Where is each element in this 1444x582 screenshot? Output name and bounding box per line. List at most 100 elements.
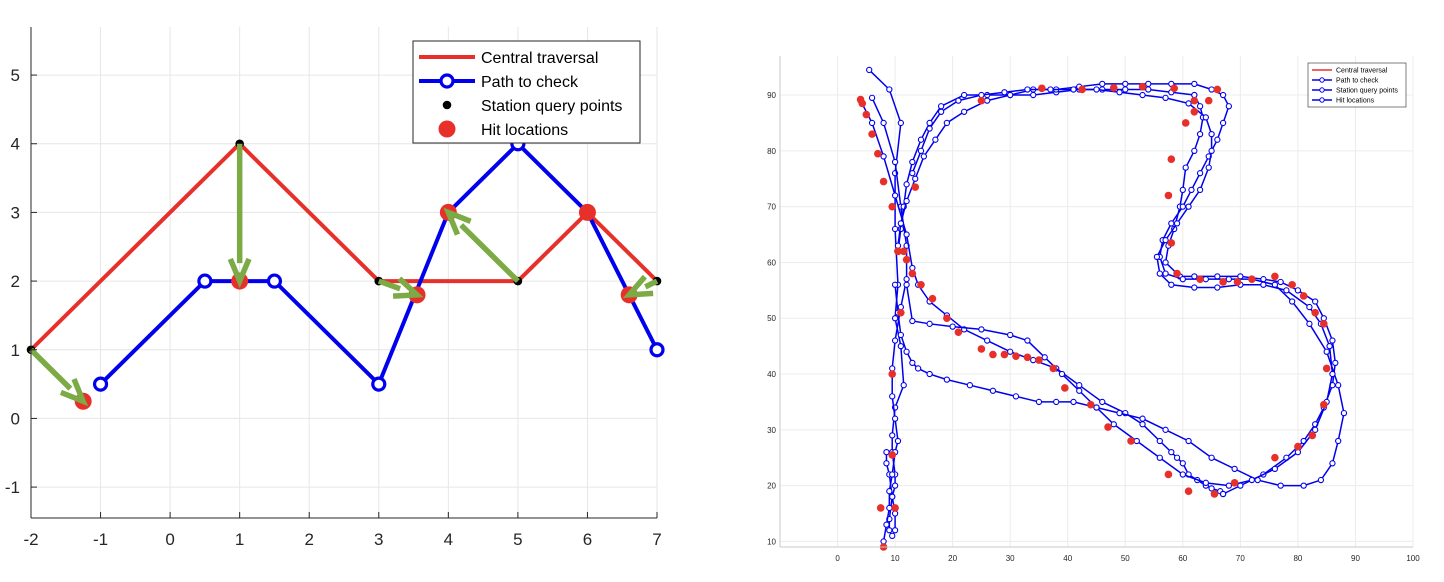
y-tick-label: 60 (767, 258, 776, 267)
hit-location-marker (1167, 155, 1176, 164)
x-tick-label: 20 (948, 554, 957, 563)
path-vertex-marker (891, 225, 899, 233)
legend-swatch-marker (1319, 77, 1325, 83)
y-tick-label: 20 (767, 482, 776, 491)
path-vertex-marker (1007, 331, 1014, 339)
x-tick-label: 70 (1236, 554, 1245, 563)
path-vertex-marker (900, 382, 907, 389)
x-tick-label: 80 (1293, 554, 1302, 563)
x-tick-label: 2 (304, 530, 313, 549)
path-vertex-marker (1208, 454, 1215, 461)
path-vertex-marker (926, 370, 933, 378)
hit-location-marker (917, 280, 925, 289)
hit-location-marker (1170, 84, 1178, 93)
hit-location-marker (1308, 431, 1317, 440)
path-vertex-marker (903, 197, 910, 205)
hit-location-marker (1012, 352, 1020, 360)
hit-location-marker (1038, 84, 1046, 93)
path-vertex-marker (1156, 454, 1163, 461)
y-tick-label: 3 (11, 203, 20, 222)
path-vertex-marker (1329, 460, 1336, 467)
hit-location-marker (876, 504, 885, 512)
hit-location-marker (943, 314, 951, 323)
hit-location-marker (1219, 278, 1227, 286)
left-chart: -2 -1 0 1 2 3 4 5 6 7 -1 0 1 2 3 4 5 Central traversal Pa… (5, 27, 665, 549)
hit-location-marker (908, 269, 917, 278)
hit-location-marker (862, 110, 871, 119)
hit-location-marker (954, 328, 963, 336)
path-vertex-marker (1185, 203, 1192, 210)
path-vertex-marker (903, 281, 910, 288)
legend-swatch-marker (1319, 97, 1325, 103)
x-tick-label: 0 (835, 554, 840, 563)
arrow-head (443, 207, 472, 236)
hit-location-marker (1138, 82, 1147, 91)
hit-location-marker (874, 149, 882, 158)
path-vertex-marker (92, 376, 109, 392)
path-vertex-marker (266, 273, 283, 289)
path-vertex-marker (1225, 482, 1233, 489)
path-vertex-marker (1168, 448, 1175, 456)
path-vertex-marker (1110, 421, 1117, 428)
path-vertex-marker (1030, 91, 1037, 99)
path-vertex-marker (1289, 298, 1296, 305)
hit-location-marker (1164, 191, 1173, 200)
y-tick-label: 10 (767, 537, 776, 546)
left-axes: -2 -1 0 1 2 3 4 5 6 7 -1 0 1 2 3 4 5 (5, 27, 662, 549)
path-vertex-marker (886, 504, 893, 512)
path-vertex-marker (1202, 479, 1209, 486)
path-vertex-marker (1153, 253, 1161, 261)
hit-location-marker (911, 183, 920, 191)
path-vertex-marker (1070, 398, 1077, 406)
x-tick-label: 60 (1178, 554, 1187, 563)
path-vertex-marker (1340, 409, 1348, 417)
hit-location-marker (899, 247, 908, 256)
hit-location-marker (1000, 350, 1009, 359)
path-vertex-marker (1173, 220, 1181, 227)
legend-label: Station query points (1336, 88, 1398, 95)
path-vertex-marker (1326, 342, 1333, 350)
path-vertex-marker (960, 108, 968, 115)
path-vertex-marker (1145, 86, 1152, 93)
path-vertex-marker (1208, 147, 1215, 155)
hit-location-marker (1196, 275, 1204, 283)
path-vertex-marker (1196, 186, 1204, 194)
path-vertex-marker (1179, 471, 1186, 478)
hit-location-marker (977, 345, 986, 353)
arrow-head (622, 274, 654, 298)
path-vertex-marker (1208, 130, 1215, 138)
path-vertex-marker (909, 359, 916, 367)
hit-location-marker (1322, 364, 1331, 373)
path-vertex-marker (1335, 382, 1342, 389)
y-tick-label: 90 (767, 91, 776, 100)
hit-location-marker (868, 130, 876, 138)
path-vertex-marker (955, 97, 962, 104)
path-vertex-marker (1306, 303, 1313, 311)
hit-location-marker (1213, 85, 1222, 94)
path-vertex-marker (886, 527, 893, 534)
x-tick-label: 6 (583, 530, 592, 549)
x-tick-label: 100 (1406, 554, 1420, 563)
path-vertex-marker (903, 276, 910, 283)
path-vertex-marker (1196, 103, 1204, 110)
path-vertex-marker (883, 521, 890, 528)
path-vertex-marker (912, 175, 919, 182)
path-vertex-marker (914, 365, 922, 372)
hit-location-marker (1164, 470, 1173, 479)
path-vertex-marker (1116, 409, 1123, 417)
hit-location-marker (1233, 278, 1242, 286)
path-vertex-marker (891, 337, 899, 344)
path-vertex-marker (897, 342, 904, 350)
path-vertex-marker (1162, 426, 1169, 433)
y-tick-label: 50 (767, 314, 776, 323)
legend-swatch-marker (1319, 87, 1325, 93)
right-legend: Central traversal Path to check Station qu… (1307, 62, 1407, 108)
legend-label: Hit locations (481, 122, 568, 139)
path-vertex-marker (1133, 437, 1140, 445)
path-vertex-marker (1225, 276, 1233, 283)
path-vertex-marker (1024, 337, 1031, 344)
path-vertex-marker (1191, 284, 1198, 291)
path-vertex-marker (889, 532, 896, 539)
path-vertex-marker (1139, 415, 1146, 422)
